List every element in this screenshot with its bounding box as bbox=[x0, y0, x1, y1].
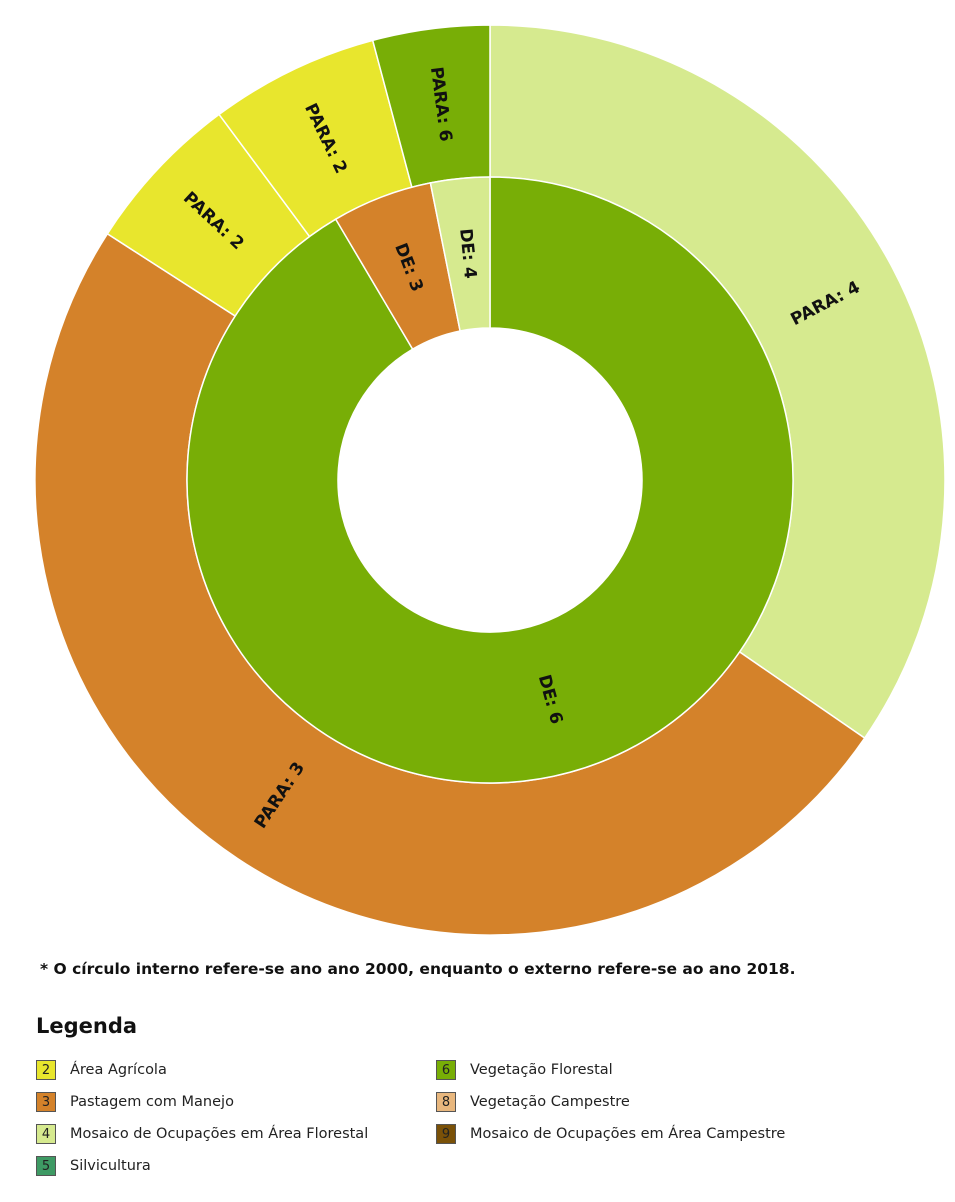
legend-label: Pastagem com Manejo bbox=[70, 1094, 234, 1110]
legend-label: Vegetação Campestre bbox=[470, 1094, 630, 1110]
legend-label: Mosaico de Ocupações em Área Florestal bbox=[70, 1126, 369, 1142]
legend-label: Vegetação Florestal bbox=[470, 1062, 613, 1078]
inner-label-de-4-2: DE: 4 bbox=[455, 228, 480, 280]
legend-swatch: 3 bbox=[36, 1092, 56, 1112]
outer-ring-2018 bbox=[34, 24, 946, 936]
inner-segment-de-6-0 bbox=[186, 176, 794, 784]
inner-ring-2000 bbox=[186, 176, 794, 784]
legend-swatch: 6 bbox=[436, 1060, 456, 1080]
legend-swatch: 2 bbox=[36, 1060, 56, 1080]
legend-item-vegetacao-campestre: 8 Vegetação Campestre bbox=[436, 1092, 630, 1112]
legend-item-mosaico-area-florestal: 4 Mosaico de Ocupações em Área Florestal bbox=[36, 1124, 368, 1144]
legend-swatch: 8 bbox=[436, 1092, 456, 1112]
inner-segment-de-4-2 bbox=[429, 176, 491, 332]
legend-swatch: 5 bbox=[36, 1156, 56, 1176]
legend-title: Legenda bbox=[36, 1014, 138, 1038]
legend-swatch: 4 bbox=[36, 1124, 56, 1144]
legend-item-silvicultura: 5 Silvicultura bbox=[36, 1156, 151, 1176]
legend-item-area-agricola: 2 Área Agrícola bbox=[36, 1060, 167, 1080]
legend-label: Silvicultura bbox=[70, 1158, 151, 1174]
legend-swatch: 9 bbox=[436, 1124, 456, 1144]
legend-item-vegetacao-florestal: 6 Vegetação Florestal bbox=[436, 1060, 613, 1080]
legend-label: Mosaico de Ocupações em Área Campestre bbox=[470, 1126, 786, 1142]
chart-footnote: * O círculo interno refere-se ano ano 20… bbox=[40, 960, 796, 978]
legend-label: Área Agrícola bbox=[70, 1062, 167, 1078]
legend-item-pastagem-com-manejo: 3 Pastagem com Manejo bbox=[36, 1092, 234, 1112]
legend-item-mosaico-area-campestre: 9 Mosaico de Ocupações em Área Campestre bbox=[436, 1124, 785, 1144]
